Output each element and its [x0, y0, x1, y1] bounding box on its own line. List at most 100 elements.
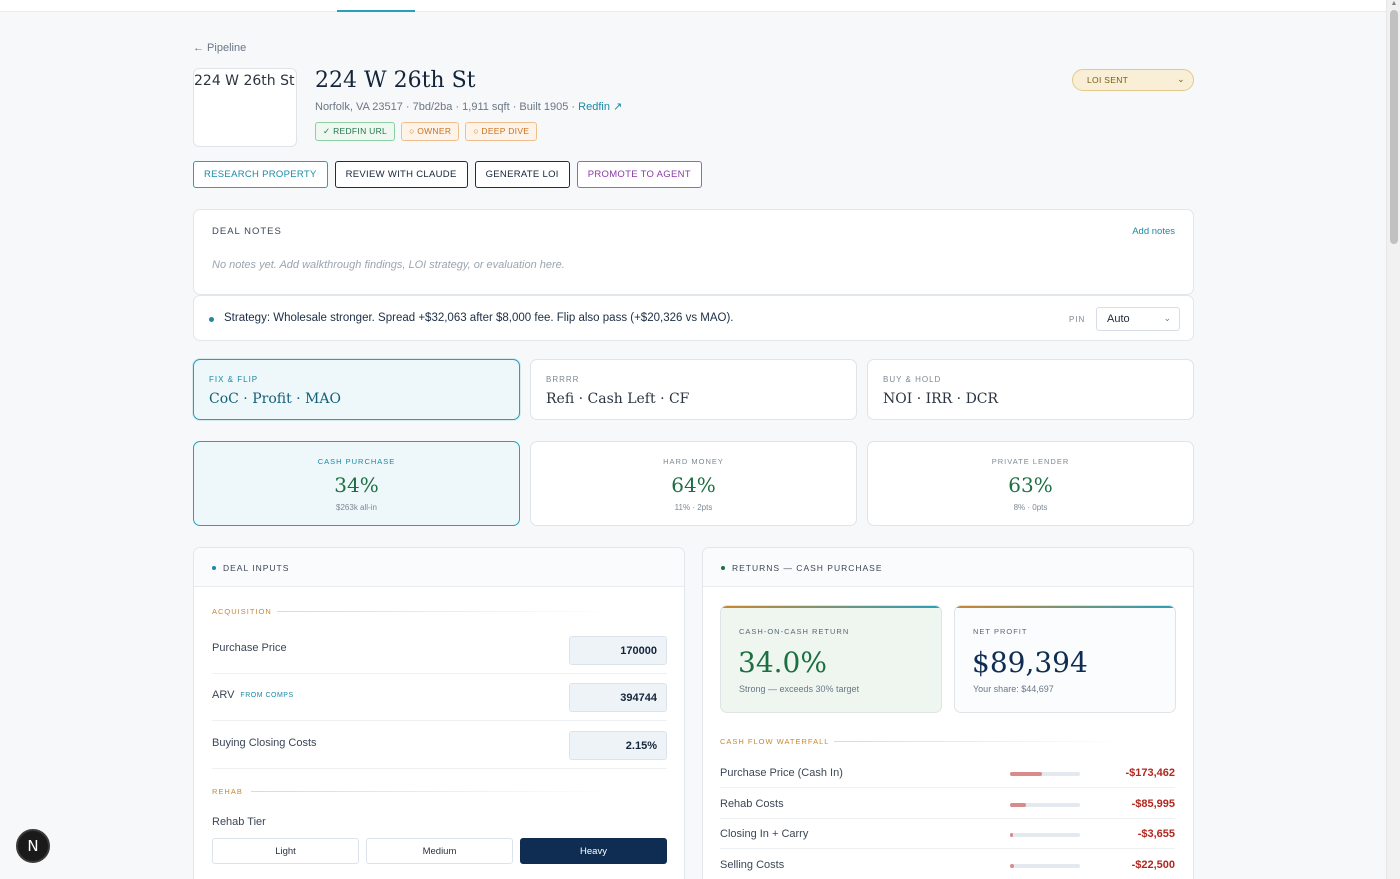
profit-value: $89,394: [972, 646, 1088, 679]
financing-sub: 11% · 2pts: [674, 503, 713, 512]
arv-label: ARV FROM COMPS: [212, 689, 294, 701]
financing-value: 34%: [334, 473, 379, 497]
acquisition-section-title: ACQUISITION: [212, 607, 272, 616]
deal-status-select[interactable]: LOI SENT ⌄: [1072, 69, 1194, 91]
financing-kicker: PRIVATE LENDER: [991, 457, 1070, 466]
from-comps-tag[interactable]: FROM COMPS: [240, 692, 294, 699]
rehab-section-title: REHAB: [212, 787, 243, 796]
strategy-card-buy-hold[interactable]: BUY & HOLD NOI · IRR · DCR: [867, 359, 1194, 420]
financing-kicker: CASH PURCHASE: [317, 457, 396, 466]
strategy-text: Strategy: Wholesale stronger. Spread +$3…: [224, 312, 734, 324]
chevron-down-icon: ⌄: [1177, 74, 1185, 84]
closing-costs-label: Buying Closing Costs: [212, 737, 317, 749]
waterfall-label: Purchase Price (Cash In): [720, 767, 843, 779]
waterfall-row: Purchase Price (Cash In) -$173,462: [720, 757, 1175, 788]
closing-costs-input[interactable]: 2.15%: [569, 731, 667, 760]
returns-panel: RETURNS — CASH PURCHASE CASH-ON-CASH RET…: [702, 547, 1194, 879]
financing-card-cash[interactable]: CASH PURCHASE 34% $263k all-in: [193, 441, 520, 526]
financing-value: 63%: [1008, 473, 1053, 497]
waterfall-bar-track: [1010, 864, 1080, 868]
deal-status-value: LOI SENT: [1087, 75, 1129, 85]
financing-kicker: HARD MONEY: [663, 457, 724, 466]
badge-owner: ○ OWNER: [401, 122, 460, 141]
waterfall-amount: -$22,500: [1131, 859, 1175, 871]
waterfall-amount: -$85,995: [1131, 798, 1175, 810]
coc-value: 34.0%: [738, 646, 827, 679]
arv-input[interactable]: 394744: [569, 683, 667, 712]
generate-loi-button[interactable]: GENERATE LOI: [474, 161, 570, 188]
pin-label: PIN: [1069, 315, 1086, 324]
waterfall-row: Rehab Costs -$85,995: [720, 788, 1175, 819]
strategy-metrics: Refi · Cash Left · CF: [546, 391, 690, 407]
property-thumbnail: 224 W 26th St: [193, 68, 297, 147]
waterfall-label: Rehab Costs: [720, 798, 784, 810]
returns-header: RETURNS — CASH PURCHASE: [703, 548, 1193, 587]
tier-light-button[interactable]: Light: [212, 838, 359, 864]
add-notes-link[interactable]: Add notes: [1132, 226, 1175, 237]
back-to-pipeline-link[interactable]: ← Pipeline: [193, 42, 247, 54]
financing-sub: $263k all-in: [336, 503, 377, 512]
top-nav-bar: [0, 0, 1386, 12]
coc-return-card: CASH-ON-CASH RETURN 34.0% Strong — excee…: [720, 605, 942, 713]
waterfall-label: Selling Costs: [720, 859, 785, 871]
deal-inputs-header: DEAL INPUTS: [194, 548, 684, 587]
pin-select[interactable]: Auto ⌄: [1096, 307, 1180, 331]
purchase-price-input[interactable]: 170000: [569, 636, 667, 665]
section-divider: [251, 791, 617, 792]
pin-select-value: Auto: [1107, 313, 1130, 325]
strategy-card-fix-flip[interactable]: FIX & FLIP CoC · Profit · MAO: [193, 359, 520, 420]
strategy-kicker: FIX & FLIP: [209, 375, 259, 384]
scrollbar-thumb[interactable]: [1390, 10, 1398, 244]
scroll-up-icon[interactable]: ▲: [1390, 0, 1398, 7]
strategy-kicker: BRRRR: [546, 375, 580, 384]
financing-cards: CASH PURCHASE 34% $263k all-in HARD MONE…: [193, 441, 1194, 526]
waterfall-bar-track: [1010, 803, 1080, 807]
rehab-tier-selector: Light Medium Heavy: [212, 838, 667, 864]
waterfall-amount: -$173,462: [1125, 767, 1175, 779]
promote-to-agent-button[interactable]: PROMOTE TO AGENT: [576, 161, 702, 188]
deal-inputs-title: DEAL INPUTS: [223, 563, 290, 573]
redfin-link[interactable]: Redfin ↗: [578, 101, 623, 113]
tier-heavy-button[interactable]: Heavy: [520, 838, 667, 864]
arv-row: ARV FROM COMPS 394744: [212, 674, 667, 721]
notes-placeholder[interactable]: No notes yet. Add walkthrough findings, …: [212, 259, 565, 271]
rehab-tier-label: Rehab Tier: [212, 816, 266, 828]
card-accent-bar: [721, 606, 941, 608]
research-property-button[interactable]: RESEARCH PROPERTY: [193, 161, 328, 188]
review-with-claude-button[interactable]: REVIEW WITH CLAUDE: [334, 161, 468, 188]
financing-value: 64%: [671, 473, 716, 497]
financing-card-private-lender[interactable]: PRIVATE LENDER 63% 8% · 0pts: [867, 441, 1194, 526]
property-details: Norfolk, VA 23517 · 7bd/2ba · 1,911 sqft…: [315, 100, 622, 113]
financing-card-hard-money[interactable]: HARD MONEY 64% 11% · 2pts: [530, 441, 857, 526]
card-accent-bar: [955, 606, 1175, 608]
property-details-text: Norfolk, VA 23517 · 7bd/2ba · 1,911 sqft…: [315, 101, 579, 113]
nextjs-logo-icon[interactable]: N: [16, 829, 50, 863]
deal-notes-card: DEAL NOTES Add notes No notes yet. Add w…: [193, 209, 1194, 295]
waterfall-section-title: CASH FLOW WATERFALL: [720, 737, 830, 746]
closing-costs-row: Buying Closing Costs 2.15%: [212, 722, 667, 769]
page-scrollbar[interactable]: ▲: [1386, 0, 1400, 879]
waterfall-bar-fill: [1010, 833, 1013, 837]
active-tab-indicator: [337, 10, 415, 12]
waterfall-bar-track: [1010, 833, 1080, 837]
chevron-down-icon: ⌄: [1163, 313, 1171, 323]
strategy-metrics: CoC · Profit · MAO: [209, 391, 341, 407]
section-divider: [277, 611, 617, 612]
coc-sub: Strong — exceeds 30% target: [739, 684, 860, 694]
checklist-badges: ✓ REDFIN URL ○ OWNER ○ DEEP DIVE: [315, 122, 538, 141]
coc-kicker: CASH-ON-CASH RETURN: [739, 627, 850, 636]
net-profit-card: NET PROFIT $89,394 Your share: $44,697: [954, 605, 1176, 713]
waterfall-amount: -$3,655: [1137, 828, 1175, 840]
action-buttons: RESEARCH PROPERTY REVIEW WITH CLAUDE GEN…: [193, 161, 702, 188]
waterfall-row: Selling Costs -$22,500: [720, 849, 1175, 879]
profit-sub: Your share: $44,697: [973, 684, 1054, 694]
profit-kicker: NET PROFIT: [973, 627, 1028, 636]
badge-deep-dive: ○ DEEP DIVE: [465, 122, 538, 141]
tier-medium-button[interactable]: Medium: [366, 838, 513, 864]
deal-notes-title: DEAL NOTES: [212, 226, 282, 237]
waterfall-label: Closing In + Carry: [720, 828, 809, 840]
section-dot-icon: [212, 566, 216, 570]
waterfall-bar-fill: [1010, 803, 1027, 807]
strategy-card-brrrr[interactable]: BRRRR Refi · Cash Left · CF: [530, 359, 857, 420]
returns-title: RETURNS — CASH PURCHASE: [732, 563, 883, 573]
